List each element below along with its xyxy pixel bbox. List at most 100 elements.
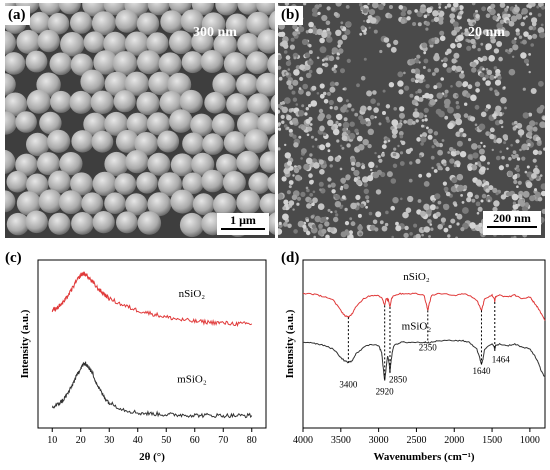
silica-sphere [212,72,236,97]
nanoparticle [414,79,419,84]
silica-sphere [267,53,275,77]
nanoparticle [462,82,467,88]
nanoparticle [514,37,517,40]
silica-sphere [5,30,16,55]
nanoparticle [478,123,486,131]
nanoparticle [284,97,291,104]
nanoparticle [375,189,382,195]
silica-sphere [59,152,83,176]
nanoparticle [485,68,489,71]
nanoparticle [373,107,379,113]
nanoparticle [333,194,337,197]
silica-sphere [48,212,71,235]
nanoparticle [287,160,292,166]
nanoparticle [428,235,431,238]
silica-sphere [222,171,246,194]
nanoparticle [296,196,302,201]
nanoparticle [446,3,452,8]
nanoparticle [429,204,436,211]
nanoparticle [359,32,363,36]
silica-sphere [204,91,226,114]
silica-sphere [5,73,16,96]
nanoparticle [363,19,366,23]
nanoparticle [298,135,302,139]
nanoparticle [406,16,411,21]
nanoparticle [311,202,315,206]
nanoparticle [541,5,545,10]
nanoparticle [346,232,350,236]
nanoparticle [535,191,541,198]
nanoparticle [278,127,282,131]
nanoparticle [424,118,428,122]
nanoparticle [497,13,500,17]
nanoparticle [404,225,409,231]
silica-sphere [257,113,275,135]
nanoparticle [427,219,432,224]
nanoparticle [326,114,332,120]
nanoparticle [370,98,376,104]
nanoparticle [480,111,487,118]
nanoparticle [527,131,533,137]
nanoparticle [293,142,299,148]
nanoparticle [409,232,413,236]
nanoparticle [532,33,538,39]
nanoparticle [291,90,296,95]
nanoparticle [392,163,398,168]
nanoparticle [525,203,529,208]
nanoparticle [464,102,468,106]
nanoparticle [474,194,479,199]
nanoparticle [308,21,314,28]
nanoparticle [368,26,371,29]
nanoparticle [459,10,464,15]
nanoparticle [466,197,472,203]
nanoparticle [332,128,340,136]
nanoparticle [381,144,387,150]
silica-sphere [5,190,16,213]
silica-sphere [49,52,73,76]
nanoparticle [337,96,343,103]
nanoparticle [474,81,481,87]
nanoparticle [481,6,486,12]
panel-label-d: (d) [281,250,300,266]
nanoparticle [307,59,314,66]
silica-sphere [248,172,270,194]
nanoparticle [469,222,476,229]
nanoparticle [290,108,295,112]
nanoparticle [400,19,406,24]
nanoparticle [454,184,457,187]
nanoparticle [515,139,520,144]
silica-sphere [16,29,41,54]
nanoparticle [291,194,298,201]
nanoparticle [510,15,518,22]
nanoparticle [504,106,507,110]
nanoparticle [447,122,454,130]
nanoparticle [304,112,308,116]
nanoparticle [440,217,446,223]
nanoparticle [319,112,325,119]
nanoparticle [293,56,297,60]
nanoparticle [362,8,368,14]
nanoparticle [467,191,473,198]
nanoparticle [497,75,502,81]
silica-sphere [202,133,224,155]
nanoparticle [494,79,502,86]
x-tick-label: 2000 [444,435,464,446]
nanoparticle [494,89,498,94]
silica-sphere [200,50,224,73]
nanoparticle [485,188,490,193]
scalebar-a: 1 μm [217,213,269,235]
silica-sphere [25,210,48,234]
nanoparticle [499,150,502,154]
nanoparticle [363,188,369,194]
plot-frame [302,259,546,429]
nanoparticle [385,210,389,215]
nanoparticle [354,128,359,133]
nanoparticle [340,21,344,25]
silica-sphere [112,51,138,76]
silica-sphere [70,11,93,34]
nanoparticle [511,154,514,157]
nanoparticle [324,57,329,61]
particle-size-label-a: 300 nm [193,25,237,40]
nanoparticle [457,34,464,41]
scalebar-b-line [487,226,537,228]
